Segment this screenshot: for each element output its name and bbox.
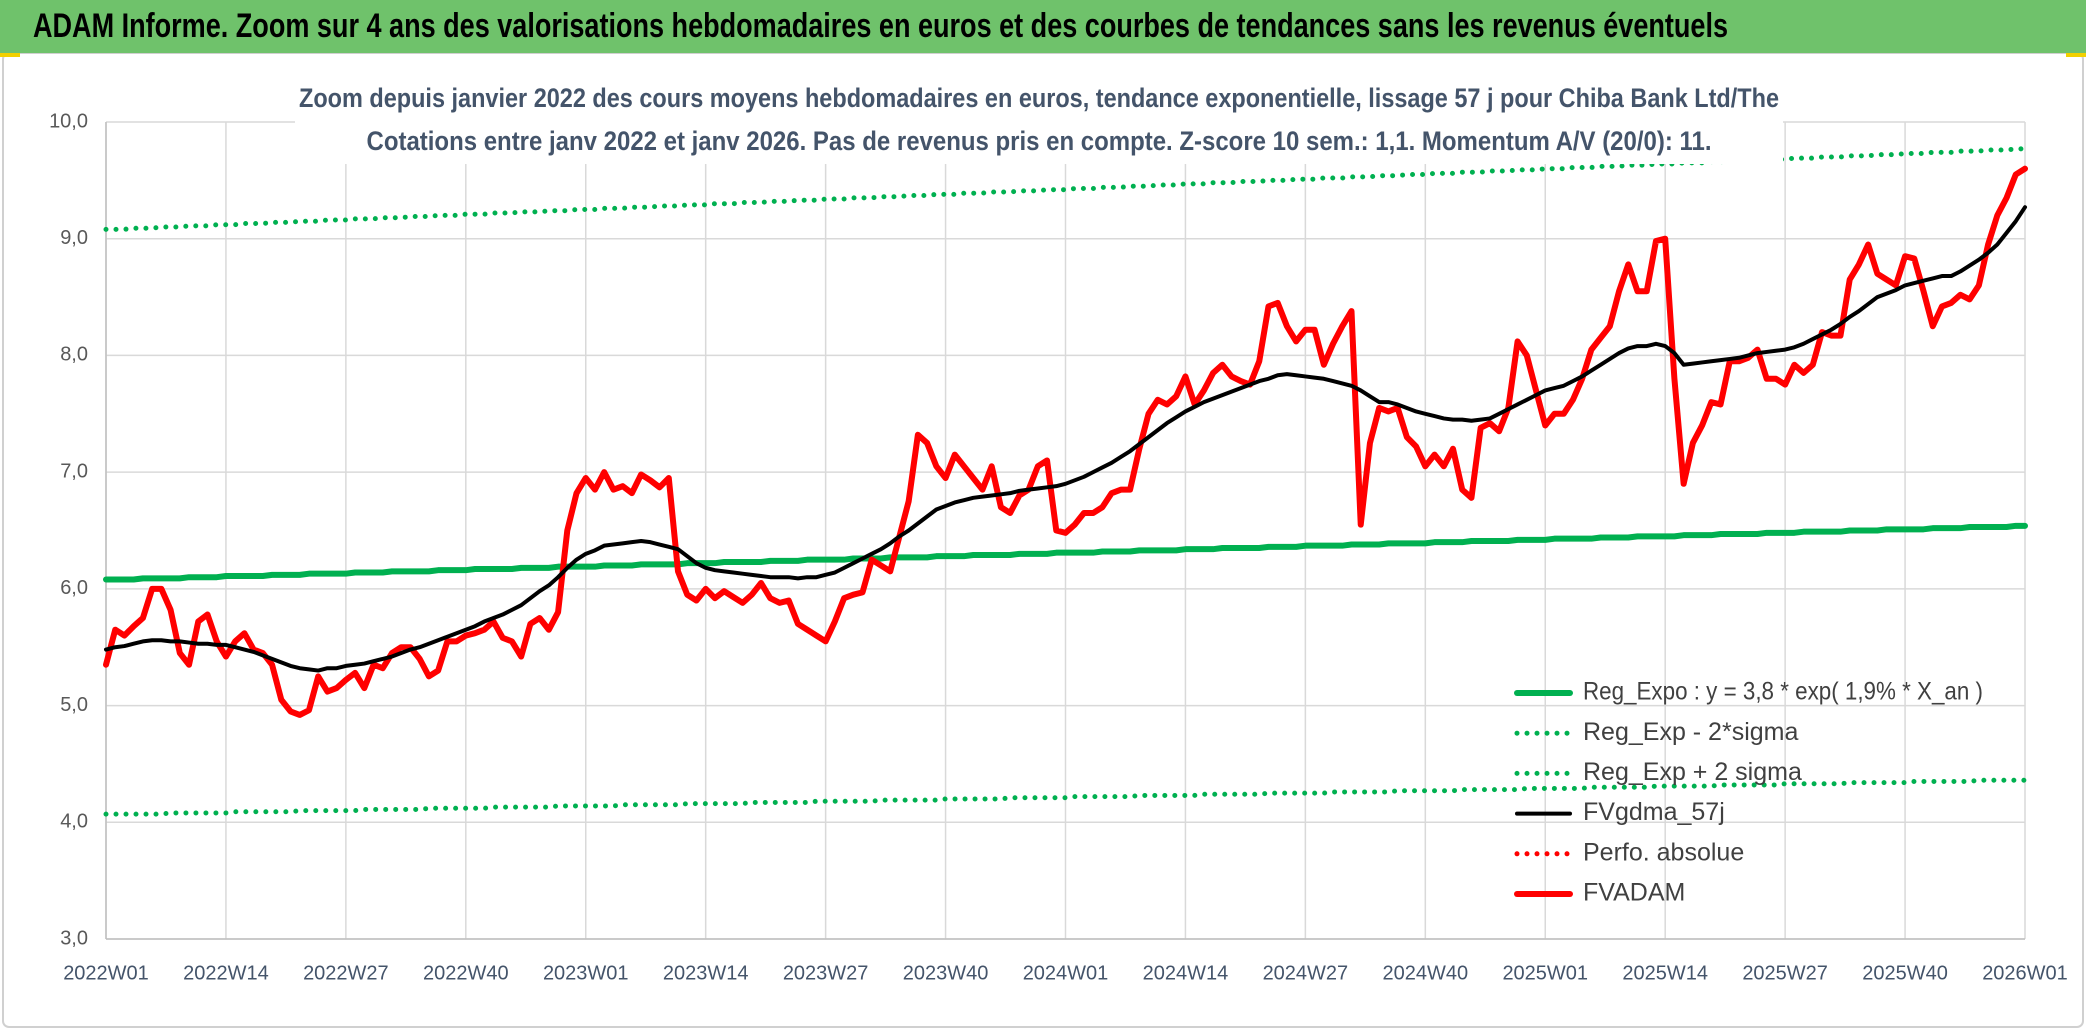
series-line <box>103 165 2028 718</box>
x-tick-label: 2024W14 <box>1143 962 1229 984</box>
x-tick-label: 2025W14 <box>1622 962 1708 984</box>
subtitle-line: Zoom depuis janvier 2022 des cours moyen… <box>299 83 1779 113</box>
legend-label: FVADAM <box>1583 879 1685 907</box>
x-tick-label: 2024W27 <box>1263 962 1349 984</box>
series-line <box>103 146 2028 232</box>
y-tick-label: 7,0 <box>60 460 88 482</box>
x-tick-label: 2022W27 <box>303 962 389 984</box>
grid: 3,0 4,0 5,0 6,0 7,0 8,0 9,0 10,0 2022W01 2022W14 2… <box>49 110 2068 984</box>
header-accent <box>0 53 20 57</box>
x-tick-label: 2025W01 <box>1502 962 1588 984</box>
y-tick-label: 3,0 <box>60 927 88 949</box>
header-accent <box>2066 53 2086 57</box>
legend: Reg_Expo : y = 3,8 * exp( 1,9% * X_an ) R… <box>1514 678 1983 907</box>
y-tick-label: 6,0 <box>60 577 88 599</box>
y-tick-label: 4,0 <box>60 811 88 833</box>
legend-label: Reg_Exp + 2 sigma <box>1583 758 1802 786</box>
x-tick-label: 2025W27 <box>1742 962 1828 984</box>
header-title: ADAM Informe. Zoom sur 4 ans des valoris… <box>33 7 1728 45</box>
x-tick-label: 2023W40 <box>903 962 989 984</box>
subtitle-line: Cotations entre janv 2022 et janv 2026. … <box>367 126 1712 156</box>
x-tick-label: 2022W01 <box>63 962 149 984</box>
x-tick-label: 2026W01 <box>1982 962 2068 984</box>
x-tick-label: 2024W40 <box>1383 962 1469 984</box>
legend-label: Reg_Expo : y = 3,8 * exp( 1,9% * X_an ) <box>1583 678 1983 706</box>
x-tick-label: 2023W14 <box>663 962 749 984</box>
x-tick-label: 2023W01 <box>543 962 629 984</box>
series-line <box>103 777 2028 817</box>
legend-label: Perfo. absolue <box>1583 838 1744 866</box>
x-tick-label: 2025W40 <box>1862 962 1948 984</box>
y-tick-label: 10,0 <box>49 110 88 132</box>
chart-frame <box>2 52 2084 1028</box>
y-tick-label: 8,0 <box>60 344 88 366</box>
plot-area <box>103 146 2028 817</box>
x-tick-label: 2022W40 <box>423 962 509 984</box>
header-bar <box>0 0 2086 53</box>
series-line <box>103 522 2028 583</box>
subtitle-box <box>295 77 1783 164</box>
legend-label: Reg_Exp - 2*sigma <box>1583 718 1798 746</box>
x-tick-label: 2023W27 <box>783 962 869 984</box>
y-tick-label: 5,0 <box>60 694 88 716</box>
legend-label: FVgdma_57j <box>1583 798 1725 826</box>
y-tick-label: 9,0 <box>60 227 88 249</box>
series-line <box>104 205 2027 673</box>
x-tick-label: 2024W01 <box>1023 962 1109 984</box>
x-tick-label: 2022W14 <box>183 962 269 984</box>
